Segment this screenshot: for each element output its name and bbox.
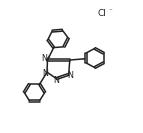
Text: ⁻: ⁻ — [108, 8, 112, 14]
Text: N: N — [42, 54, 47, 63]
Text: Cl: Cl — [98, 9, 107, 18]
Text: +: + — [46, 55, 50, 60]
Text: N: N — [53, 76, 59, 85]
Text: N: N — [68, 71, 74, 80]
Text: N: N — [42, 69, 48, 78]
